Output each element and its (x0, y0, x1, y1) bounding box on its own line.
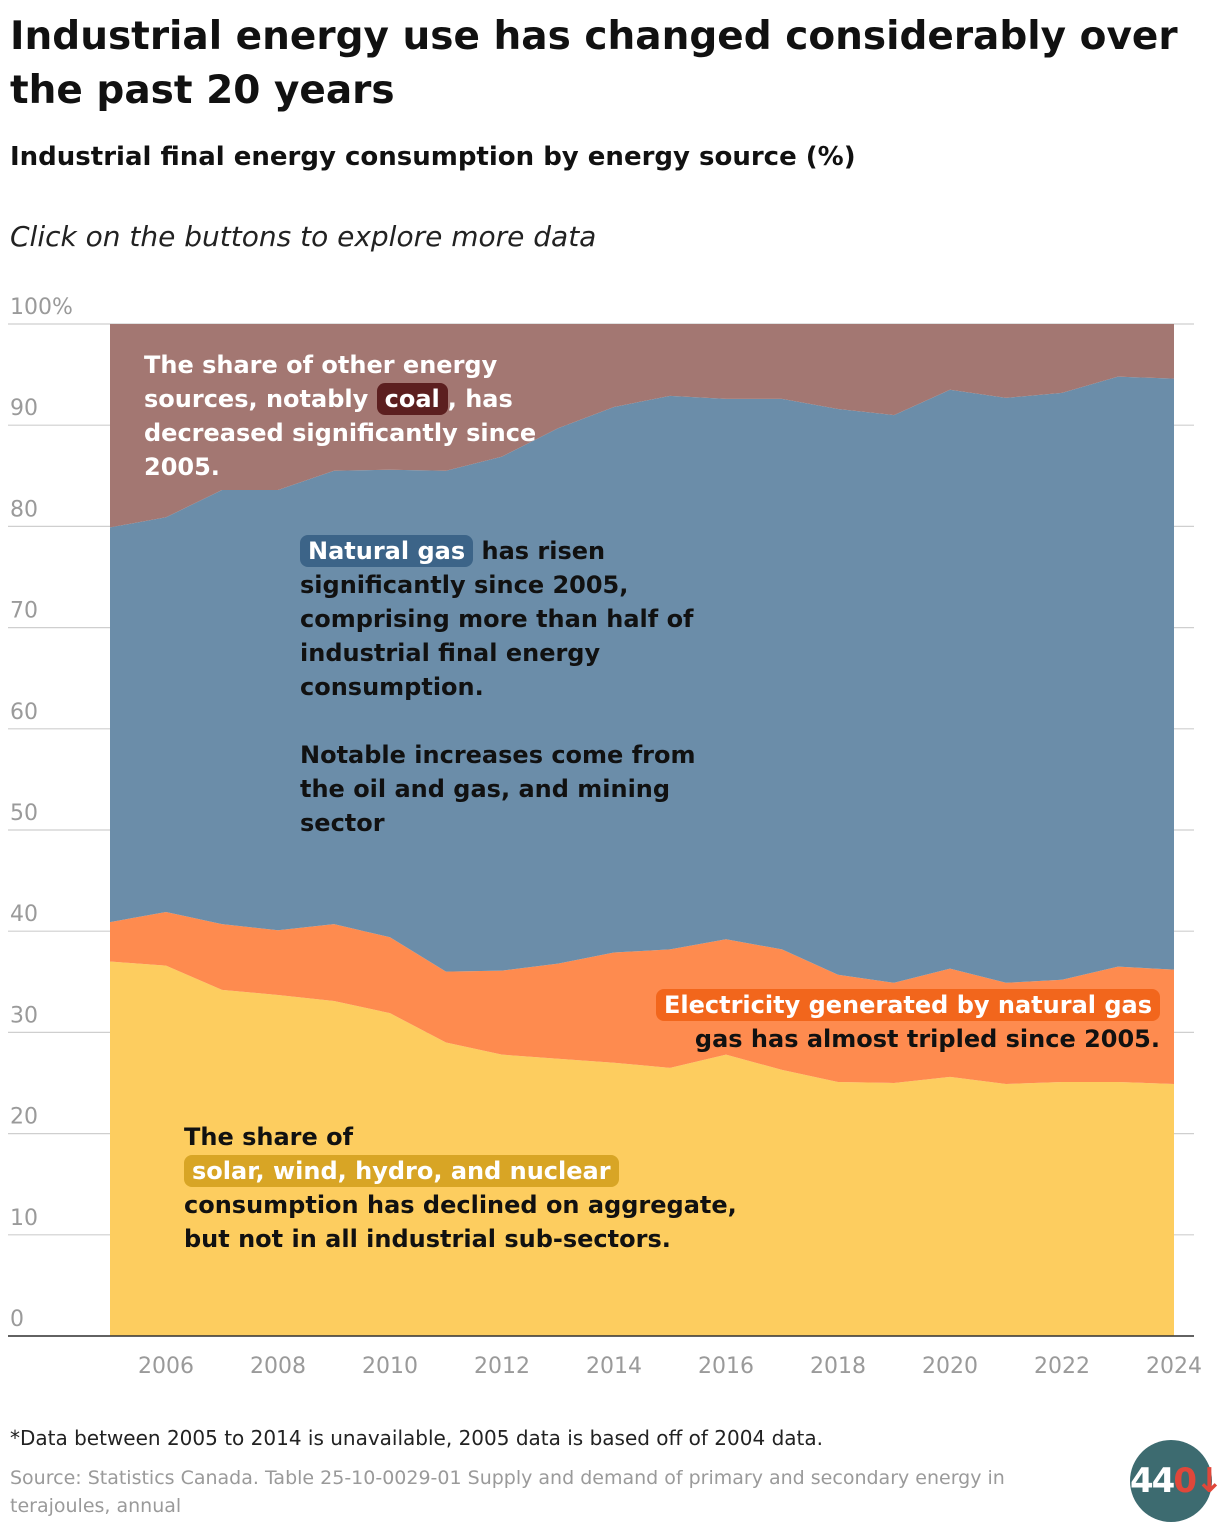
annotation-coal: The share of other energy sources, notab… (144, 348, 564, 484)
y-tick-label: 90 (10, 396, 38, 421)
logo-text: 44 (1130, 1461, 1175, 1501)
chart-title: Industrial energy use has changed consid… (10, 14, 1178, 113)
x-tick-label: 2012 (474, 1354, 530, 1379)
chart-subtitle: Industrial final energy consumption by e… (10, 142, 856, 172)
instructions-text: Click on the buttons to explore more dat… (10, 220, 597, 253)
x-tick-label: 2020 (922, 1354, 978, 1379)
stacked-area-chart: 0 10 20 30 40 50 60 70 80 90 100% 2006 2008 2010 2012… (8, 295, 1202, 1379)
x-tick-label: 2006 (138, 1354, 194, 1379)
y-tick-label: 80 (10, 497, 38, 522)
area-other-sources-notably-coal[interactable] (110, 324, 1174, 528)
renewables-button[interactable]: solar, wind, hydro, and nuclear (184, 1155, 619, 1187)
y-tick-label: 10 (10, 1206, 38, 1231)
annotation-natural-gas-after: has risen significantly since 2005, comp… (300, 537, 694, 701)
annotation-natural-gas: Natural gas has risen significantly sinc… (300, 534, 740, 704)
x-tick-label: 2010 (362, 1354, 418, 1379)
annotation-coal-after: , has decreased significantly since 2005… (144, 385, 537, 481)
logo-arrow: 0↓ (1173, 1461, 1220, 1501)
y-tick-label: 60 (10, 700, 38, 725)
annotation-renewables: The share of solar, wind, hydro, and nuc… (184, 1120, 764, 1256)
electricity-button[interactable]: Electricity generated by natural gas (655, 989, 1160, 1021)
annotation-notable-text: Notable increases come from the oil and … (300, 741, 696, 837)
y-tick-label: 70 (10, 599, 38, 624)
annotation-electricity: Electricity generated by natural gas gas… (626, 988, 1160, 1056)
annotation-electricity-after: gas has almost tripled since 2005. (694, 1025, 1160, 1053)
area-layers (110, 324, 1174, 1336)
x-tick-label: 2016 (698, 1354, 754, 1379)
coal-button[interactable]: coal (376, 383, 448, 415)
y-tick-label: 50 (10, 801, 38, 826)
area-solar-wind-hydro-and-nuclear[interactable] (110, 961, 1174, 1336)
y-tick-label: 30 (10, 1003, 38, 1028)
footnote: *Data between 2005 to 2014 is unavailabl… (10, 1426, 823, 1450)
x-tick-label: 2018 (810, 1354, 866, 1379)
brand-logo[interactable]: 440↓ (1130, 1440, 1220, 1522)
natural-gas-button[interactable]: Natural gas (300, 535, 474, 567)
y-tick-label: 20 (10, 1105, 38, 1130)
area-electricity-generated-by-natural-gas[interactable] (110, 911, 1174, 1085)
y-tick-label: 100% (10, 295, 73, 320)
x-tick-label: 2022 (1034, 1354, 1090, 1379)
y-axis-ticks: 0 10 20 30 40 50 60 70 80 90 100% (10, 295, 73, 1332)
x-axis-ticks: 2006 2008 2010 2012 2014 2016 2018 2020 2022 2024 (138, 1354, 1202, 1379)
annotation-coal-before: The share of other energy sources, notab… (144, 351, 498, 413)
annotation-renewables-after: consumption has declined on aggregate, b… (184, 1191, 737, 1253)
area-natural-gas[interactable] (110, 376, 1174, 983)
x-tick-label: 2014 (586, 1354, 642, 1379)
y-tick-label: 0 (10, 1307, 24, 1332)
x-tick-label: 2008 (250, 1354, 306, 1379)
source-text: Source: Statistics Canada. Table 25-10-0… (10, 1467, 1005, 1517)
x-tick-label: 2024 (1146, 1354, 1202, 1379)
annotation-notable: Notable increases come from the oil and … (300, 738, 740, 840)
annotation-renewables-before: The share of (184, 1123, 354, 1151)
y-tick-label: 40 (10, 902, 38, 927)
